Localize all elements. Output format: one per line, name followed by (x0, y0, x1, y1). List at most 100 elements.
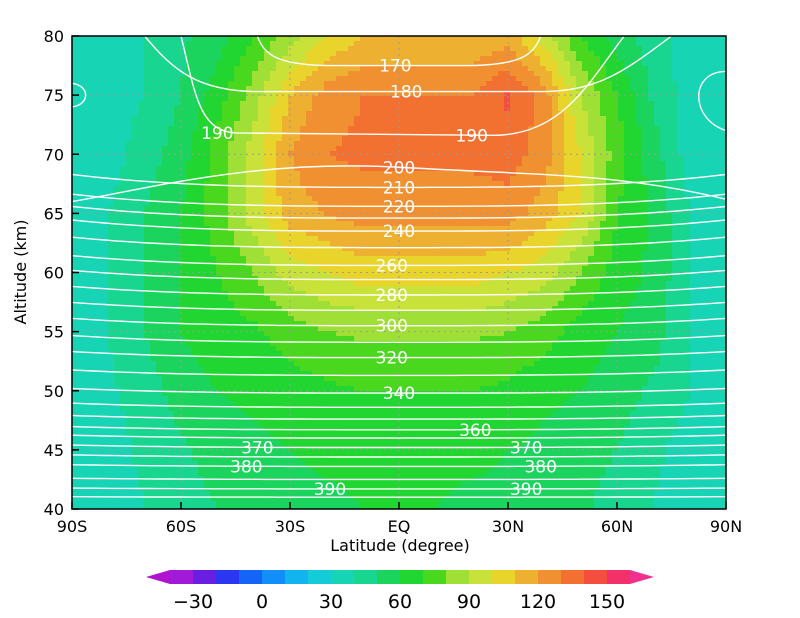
contour-label: 190 (455, 126, 487, 146)
contour-label: 360 (459, 421, 491, 441)
colorbar-swatch (239, 570, 263, 584)
x-axis-ticks: 90S 60S 30S EQ 30N 60N 90N (57, 502, 742, 536)
colorbar-swatch (377, 570, 401, 584)
contour-line (72, 165, 726, 203)
x-axis-label: Latitude (degree) (330, 536, 470, 555)
x-tick-label: 30S (275, 517, 306, 536)
y-tick-label: 65 (44, 204, 64, 223)
contour-label: 300 (376, 317, 408, 337)
grid-lines (72, 36, 726, 509)
colorbar: −30 0 30 60 90 120 150 (146, 570, 654, 613)
contour-line (72, 350, 726, 359)
contour-label: 380 (230, 457, 262, 477)
x-tick-label: 60S (166, 517, 197, 536)
contour-label: 390 (510, 480, 542, 500)
contour-label: 340 (383, 384, 415, 404)
contour-label: 190 (201, 124, 233, 144)
colorbar-swatch (492, 570, 516, 584)
contour-label: 260 (376, 256, 408, 276)
y-tick-label: 80 (44, 27, 64, 46)
contour-line (144, 36, 672, 93)
contour-line (72, 173, 726, 189)
contour-label: 380 (524, 457, 556, 477)
y-axis-ticks: 40 45 50 55 60 65 70 75 80 (44, 27, 79, 519)
colorbar-swatch (262, 570, 286, 584)
colorbar-tick-label: 0 (256, 591, 268, 613)
contour-line (72, 464, 726, 468)
colorbar-swatch (216, 570, 240, 584)
contour-label: 220 (383, 197, 415, 217)
contour-line (72, 434, 726, 439)
colorbar-swatch (423, 570, 447, 584)
contour-line (72, 285, 726, 296)
colorbar-high-arrow (630, 570, 654, 584)
contour-label: 210 (383, 178, 415, 198)
contour-label: 280 (376, 286, 408, 306)
contour-label: 370 (510, 439, 542, 459)
colorbar-tick-label: −30 (173, 591, 213, 613)
colorbar-swatch (170, 570, 194, 584)
colorbar-swatch (561, 570, 585, 584)
y-tick-label: 70 (44, 145, 64, 164)
contour-line (72, 487, 726, 490)
colorbar-swatch (584, 570, 608, 584)
contour-line (72, 219, 726, 232)
contour-line (72, 477, 726, 481)
contour-label: 170 (379, 57, 411, 77)
contour-line (72, 454, 726, 458)
contour-lines (72, 36, 726, 498)
contour-line (72, 402, 726, 408)
colorbar-swatch (469, 570, 493, 584)
y-tick-label: 50 (44, 382, 64, 401)
contour-line (72, 369, 726, 377)
colorbar-swatch (515, 570, 539, 584)
colorbar-tick-label: 30 (319, 591, 343, 613)
contour-line (72, 496, 726, 498)
colorbar-tick-label: 90 (457, 591, 481, 613)
colorbar-tick-label: 150 (589, 591, 625, 613)
contour-line (72, 425, 726, 431)
contour-label: 370 (241, 439, 273, 459)
contour-line (72, 205, 726, 219)
contour-label: 390 (314, 480, 346, 500)
contour-label: 240 (383, 222, 415, 242)
colorbar-swatch (400, 570, 424, 584)
x-tick-label: 60N (601, 517, 633, 536)
contour-line (72, 317, 726, 327)
x-tick-label: 90S (57, 517, 88, 536)
colorbar-tick-label: 120 (520, 591, 556, 613)
y-axis-label: Altitude (km) (11, 220, 30, 325)
contour-label: 200 (383, 158, 415, 178)
colorbar-swatch (193, 570, 217, 584)
contour-line (72, 269, 726, 281)
colorbar-tick-label: 60 (388, 591, 412, 613)
contour-line (72, 236, 726, 249)
y-tick-label: 60 (44, 264, 64, 283)
contour-line (256, 36, 542, 67)
colorbar-swatch (285, 570, 309, 584)
contour-label: 180 (390, 83, 422, 103)
x-tick-label: EQ (388, 517, 411, 536)
y-tick-label: 55 (44, 323, 64, 342)
contour-line (72, 301, 726, 311)
y-tick-label: 45 (44, 441, 64, 460)
colorbar-swatch (308, 570, 332, 584)
x-tick-label: 90N (710, 517, 742, 536)
contour-line (72, 255, 726, 267)
contour-label: 320 (376, 349, 408, 369)
colorbar-swatch (354, 570, 378, 584)
contour-line (72, 334, 726, 343)
colorbar-swatch (446, 570, 470, 584)
contour-line (180, 36, 625, 137)
colorbar-swatch (607, 570, 631, 584)
contour-line (72, 82, 87, 108)
contour-line (698, 70, 726, 132)
y-tick-label: 40 (44, 500, 64, 519)
colorbar-swatch (538, 570, 562, 584)
colorbar-low-arrow (146, 570, 170, 584)
contour-line (72, 414, 726, 420)
y-tick-label: 75 (44, 86, 64, 105)
contour-line (72, 193, 726, 207)
